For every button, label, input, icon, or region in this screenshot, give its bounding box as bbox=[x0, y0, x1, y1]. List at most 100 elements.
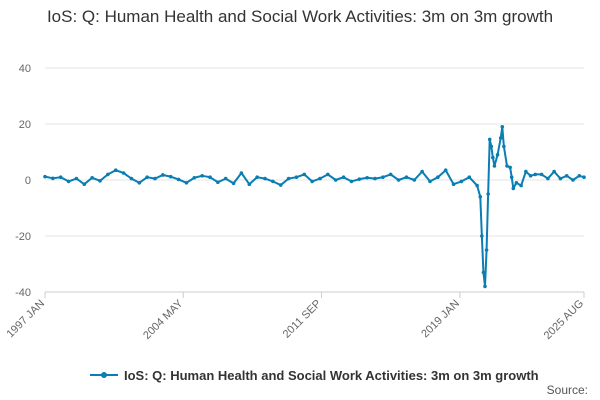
data-point bbox=[373, 176, 377, 181]
data-point bbox=[489, 144, 494, 149]
data-point bbox=[502, 144, 506, 149]
data-point bbox=[66, 179, 71, 184]
data-point bbox=[200, 174, 204, 178]
data-point bbox=[443, 168, 448, 172]
data-point bbox=[208, 175, 212, 179]
source-label: Source: bbox=[547, 383, 588, 397]
data-point bbox=[231, 181, 236, 186]
data-point bbox=[82, 182, 87, 186]
data-point bbox=[121, 171, 126, 175]
y-tick-label: 40 bbox=[19, 63, 31, 75]
data-point bbox=[420, 169, 424, 174]
x-tick-label: 2011 SEP bbox=[281, 298, 324, 341]
y-tick-label: 20 bbox=[19, 119, 31, 131]
data-point bbox=[475, 183, 479, 188]
data-point bbox=[247, 182, 252, 186]
legend-label: IoS: Q: Human Health and Social Work Act… bbox=[124, 368, 539, 383]
data-point bbox=[74, 176, 79, 181]
data-point bbox=[451, 182, 456, 186]
y-tick-label: -20 bbox=[15, 231, 31, 243]
data-point bbox=[357, 177, 362, 181]
data-point bbox=[51, 176, 55, 181]
data-point bbox=[129, 176, 134, 181]
data-point bbox=[552, 169, 556, 174]
data-point bbox=[481, 270, 486, 275]
data-point bbox=[145, 175, 149, 179]
x-tick-label: 2004 MAY bbox=[141, 297, 186, 342]
y-axis: 40 20 0 -20 -40 bbox=[15, 63, 31, 299]
data-point bbox=[176, 177, 181, 182]
data-point bbox=[310, 179, 314, 184]
data-point bbox=[113, 168, 118, 172]
x-axis: 1997 JAN 2004 MAY 2011 SEP 2019 JAN 2025 AUG bbox=[4, 291, 586, 342]
data-point bbox=[459, 179, 464, 184]
data-point bbox=[519, 183, 523, 188]
data-point bbox=[333, 178, 338, 182]
data-point bbox=[294, 175, 299, 179]
chart-title: IoS: Q: Human Health and Social Work Act… bbox=[46, 7, 554, 26]
data-point bbox=[302, 172, 307, 177]
data-point bbox=[524, 169, 528, 174]
data-point bbox=[577, 174, 582, 178]
data-point bbox=[90, 175, 94, 180]
data-point bbox=[184, 181, 189, 185]
y-tick-label: -40 bbox=[15, 287, 31, 299]
y-tick-label: 0 bbox=[25, 175, 31, 187]
data-point bbox=[508, 165, 512, 170]
data-point bbox=[478, 195, 483, 199]
data-point bbox=[396, 178, 401, 182]
data-point bbox=[467, 175, 472, 179]
legend: IoS: Q: Human Health and Social Work Act… bbox=[90, 368, 539, 383]
data-point bbox=[539, 172, 544, 177]
data-point bbox=[341, 175, 346, 179]
data-point bbox=[278, 183, 283, 187]
data-point bbox=[487, 137, 492, 142]
data-point bbox=[286, 176, 291, 181]
data-point bbox=[564, 174, 569, 178]
data-point bbox=[153, 176, 157, 181]
data-point bbox=[192, 175, 197, 180]
data-point bbox=[495, 153, 500, 157]
data-point bbox=[404, 175, 409, 179]
data-point bbox=[263, 176, 267, 181]
data-point bbox=[436, 175, 440, 179]
data-point bbox=[381, 175, 385, 179]
x-tick-label: 2019 JAN bbox=[419, 298, 462, 341]
data-point bbox=[161, 173, 165, 177]
series-line bbox=[44, 125, 585, 288]
data-point bbox=[388, 172, 393, 177]
data-point bbox=[255, 175, 259, 179]
data-point bbox=[483, 284, 487, 289]
data-point bbox=[216, 180, 220, 185]
data-point bbox=[492, 164, 497, 168]
data-point bbox=[223, 176, 228, 181]
data-point bbox=[528, 174, 533, 178]
data-point bbox=[498, 136, 503, 140]
data-point bbox=[428, 179, 432, 184]
data-point bbox=[326, 172, 330, 177]
data-point bbox=[349, 179, 354, 184]
series-layer bbox=[43, 125, 586, 289]
data-point bbox=[137, 181, 142, 185]
data-point bbox=[318, 176, 322, 181]
data-point bbox=[546, 176, 550, 181]
data-point bbox=[511, 186, 516, 191]
data-point bbox=[533, 172, 538, 177]
data-point bbox=[58, 175, 63, 179]
data-point bbox=[106, 172, 110, 177]
data-point bbox=[514, 181, 519, 185]
data-point bbox=[582, 175, 586, 179]
data-point bbox=[484, 248, 489, 252]
data-point bbox=[486, 192, 490, 196]
legend-swatch-marker bbox=[101, 372, 107, 378]
data-point bbox=[500, 125, 505, 129]
data-point bbox=[505, 164, 509, 168]
data-point bbox=[491, 155, 495, 160]
data-point bbox=[365, 175, 369, 180]
data-point bbox=[168, 174, 173, 179]
x-tick-label: 1997 JAN bbox=[4, 298, 47, 341]
data-point bbox=[558, 176, 563, 181]
x-tick-label: 2025 AUG bbox=[542, 298, 586, 342]
data-point bbox=[480, 234, 484, 238]
